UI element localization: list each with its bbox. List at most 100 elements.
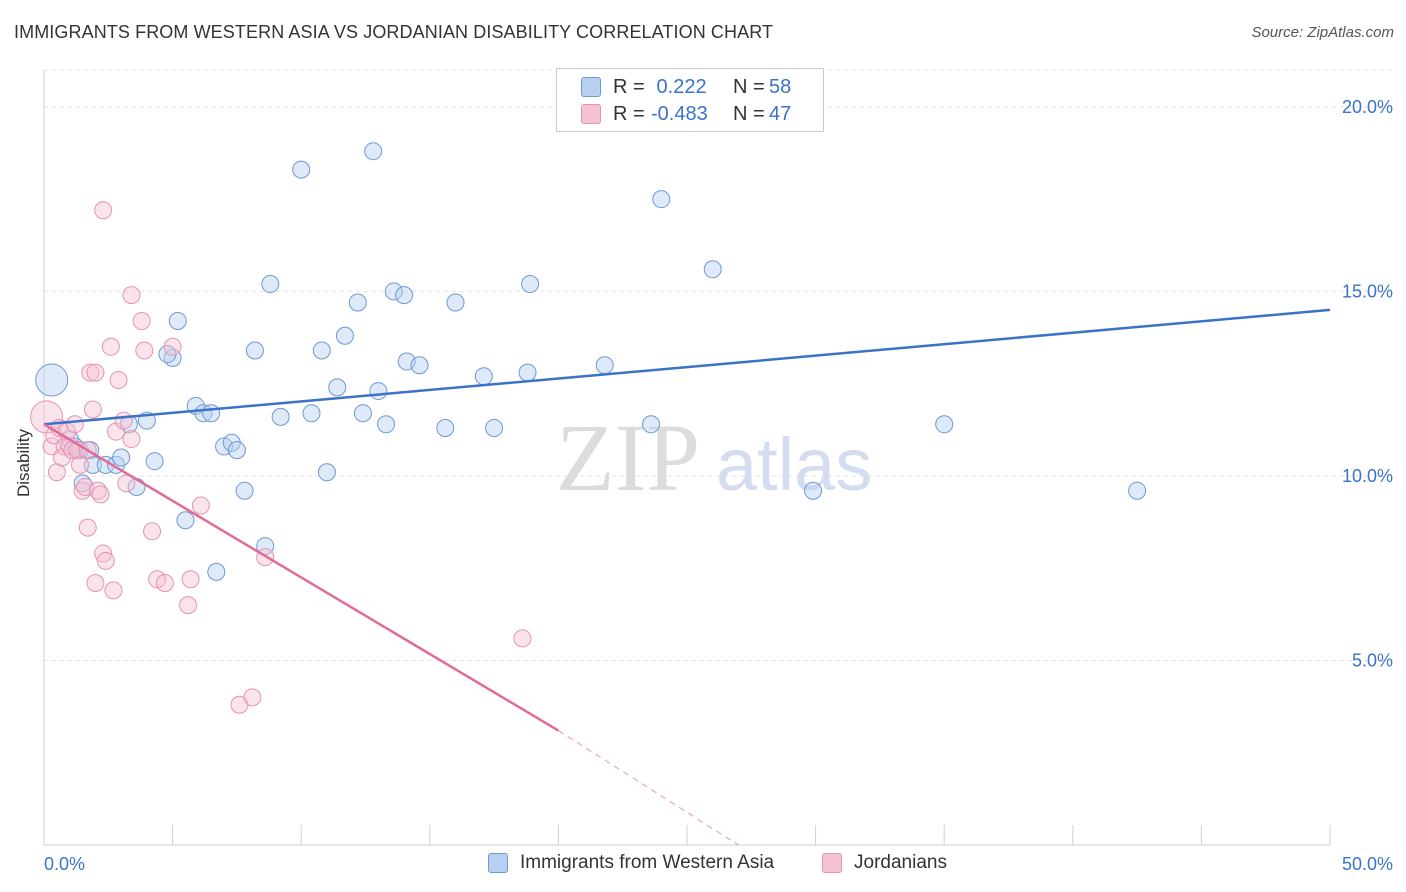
legend-r-value: 0.222 <box>651 75 707 98</box>
watermark: ZIP atlas <box>556 404 872 511</box>
legend-n-label: N = <box>733 75 765 98</box>
blue-data-point <box>317 463 336 482</box>
pink-data-point <box>86 573 105 592</box>
blue-data-point <box>292 160 311 179</box>
correlation-legend: R = 0.222 N = 58 R = -0.483 N = 47 <box>556 68 824 132</box>
blue-data-point <box>641 415 660 434</box>
pink-data-point <box>117 474 136 493</box>
pink-data-point <box>42 437 61 456</box>
watermark-zip: ZIP <box>556 404 700 511</box>
bottom-legend-pink-label: Jordanians <box>854 852 947 873</box>
pink-data-point <box>101 337 120 356</box>
pink-data-point <box>71 455 90 474</box>
pink-data-point <box>179 596 198 615</box>
source-label: Source: ZipAtlas.com <box>1251 24 1394 41</box>
pink-data-point <box>143 522 162 541</box>
blue-data-point <box>595 356 614 375</box>
bottom-legend-pink: Jordanians <box>822 852 947 874</box>
y-tick-label: 5.0% <box>1352 650 1393 670</box>
blue-swatch-icon <box>488 853 508 873</box>
trend-layer <box>43 308 1331 846</box>
pink-data-point <box>114 411 133 430</box>
pink-data-point <box>86 363 105 382</box>
pink-data-point <box>109 371 128 389</box>
blue-data-point <box>353 404 372 423</box>
blue-data-point <box>261 275 280 294</box>
y-tick-label: 20.0% <box>1342 97 1393 117</box>
pink-data-point <box>513 629 532 648</box>
blue-data-point <box>364 142 383 161</box>
blue-data-point <box>202 404 221 423</box>
blue-data-point <box>328 378 347 397</box>
blue-data-point <box>312 341 331 360</box>
pink-data-point <box>155 573 174 592</box>
pink-trend-extension <box>558 730 739 846</box>
legend-row-pink: R = -0.483 N = 47 <box>581 101 791 127</box>
pink-data-point <box>104 581 123 600</box>
pink-swatch-icon <box>822 853 842 873</box>
blue-data-point <box>348 293 367 312</box>
bottom-legend-blue-label: Immigrants from Western Asia <box>520 852 775 873</box>
y-tick-label: 15.0% <box>1342 281 1393 301</box>
pink-swatch-icon <box>581 104 601 124</box>
pink-data-point <box>122 430 141 449</box>
pink-data-point <box>243 688 262 707</box>
blue-data-point <box>410 356 429 375</box>
pink-trend-line <box>43 423 560 732</box>
x-tick-label: 0.0% <box>44 854 85 874</box>
blue-data-point <box>112 448 131 467</box>
pink-data-point <box>65 415 84 434</box>
blue-data-point <box>302 404 321 423</box>
blue-data-point <box>1128 481 1147 500</box>
blue-swatch-icon <box>581 77 601 97</box>
legend-r-label: R = <box>613 75 645 98</box>
points-layer <box>30 142 1147 714</box>
pink-data-point <box>96 551 115 570</box>
blue-data-point <box>652 190 671 209</box>
blue-data-point <box>235 481 254 500</box>
chart-title: IMMIGRANTS FROM WESTERN ASIA VS JORDANIA… <box>14 22 774 42</box>
blue-data-point <box>485 418 504 437</box>
pink-data-point <box>81 363 100 382</box>
axis-layer <box>43 70 1331 846</box>
tick-label-layer: 5.0% 10.0% 15.0% 20.0% 0.0% 50.0% <box>44 97 1393 874</box>
blue-data-point <box>804 481 823 500</box>
blue-data-point <box>446 293 465 312</box>
pink-data-point <box>132 311 151 330</box>
x-tick-label: 50.0% <box>1342 854 1393 874</box>
legend-r-value: -0.483 <box>651 102 708 125</box>
blue-data-point <box>384 282 403 301</box>
pink-data-point <box>191 496 210 515</box>
blue-trend-line <box>43 308 1331 426</box>
blue-data-point <box>35 363 69 397</box>
legend-n-value: 47 <box>769 102 792 125</box>
blue-data-point <box>245 341 264 360</box>
y-tick-label: 10.0% <box>1342 466 1393 486</box>
blue-data-point <box>935 415 954 434</box>
blue-data-point <box>369 382 388 401</box>
blue-data-point <box>518 363 537 382</box>
pink-data-point <box>181 570 200 589</box>
blue-data-point <box>703 260 722 279</box>
blue-data-point <box>335 326 354 345</box>
watermark-atlas: atlas <box>716 423 872 506</box>
pink-data-point <box>91 485 110 504</box>
blue-data-point <box>436 418 455 437</box>
pink-data-point <box>94 201 113 220</box>
blue-data-point <box>474 367 493 386</box>
bottom-legend-blue: Immigrants from Western Asia <box>488 852 774 874</box>
blue-data-point <box>395 286 414 305</box>
pink-data-point <box>122 286 141 305</box>
legend-r-label: R = <box>613 102 645 125</box>
blue-data-point <box>227 441 246 460</box>
blue-data-point <box>168 311 187 330</box>
legend-n-label: N = <box>733 102 765 125</box>
blue-data-point <box>271 407 290 426</box>
pink-data-point <box>163 337 182 356</box>
pink-data-point <box>83 400 102 419</box>
pink-data-point <box>94 544 113 563</box>
blue-data-point <box>521 275 540 294</box>
blue-data-point <box>377 415 396 434</box>
blue-data-point <box>176 511 195 530</box>
